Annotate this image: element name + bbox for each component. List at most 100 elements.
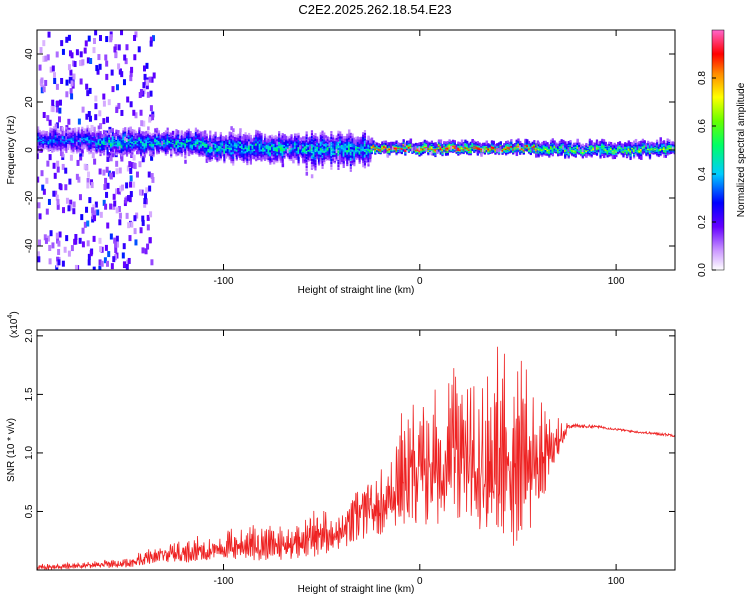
spectrogram-cell: [340, 133, 344, 137]
spectrogram-cell: [152, 154, 155, 158]
spectrogram-cell: [346, 152, 349, 155]
spectrogram-cell: [65, 235, 69, 242]
spectrogram-cell: [360, 141, 363, 145]
spectrogram-cell: [102, 145, 106, 149]
spectrogram-cell: [355, 151, 358, 154]
spectrogram-cell: [217, 136, 221, 140]
spectrogram-cell: [74, 144, 77, 147]
spectrogram-cell: [166, 140, 169, 144]
spectrogram-cell: [233, 149, 237, 153]
spectrogram-cell: [323, 134, 326, 138]
spectrogram-cell: [65, 150, 68, 154]
spectrogram-cell: [237, 143, 240, 147]
spectrogram-cell: [141, 143, 145, 147]
spectrogram-cell: [217, 148, 221, 151]
spectrogram-cell: [97, 136, 100, 139]
spectrogram-cell: [214, 149, 217, 152]
spectrogram-cell: [44, 130, 47, 134]
spectrogram-cell: [196, 131, 199, 134]
spectrogram-cell: [58, 231, 62, 238]
spectrogram-cell: [283, 134, 286, 139]
spectrogram-cell: [120, 152, 123, 155]
spectrogram-cell: [365, 150, 368, 154]
spectrogram-cell: [90, 151, 93, 154]
spectrogram-cell: [228, 155, 231, 158]
spectrogram-cell: [95, 132, 99, 137]
spectrogram-cell: [340, 150, 344, 154]
spectrogram-cell: [93, 140, 96, 143]
spectrogram-cell: [323, 157, 326, 160]
spectrogram-cell: [117, 142, 120, 146]
spectrogram-cell: [360, 152, 363, 156]
spectrogram-cell: [492, 140, 495, 144]
spectrogram-cell: [299, 137, 302, 140]
spectrogram-cell: [90, 148, 93, 151]
spectrogram-cell: [270, 136, 274, 139]
spectrogram-cell: [459, 142, 462, 145]
spectrogram-cell: [210, 147, 214, 151]
spectrogram-cell: [54, 148, 57, 152]
spectrogram-cell: [120, 147, 123, 151]
spectrogram-cell: [59, 145, 63, 149]
spectrogram-cell: [529, 143, 532, 146]
spectrogram-cell: [347, 133, 351, 136]
spectrogram-cell: [370, 140, 373, 144]
spectrogram-cell: [339, 152, 342, 155]
spectrogram-cell: [244, 132, 247, 135]
spectrogram-cell: [323, 145, 326, 149]
spectrogram-cell: [310, 147, 314, 150]
spectrogram-cell: [111, 146, 114, 149]
spectrogram-cell: [239, 149, 242, 153]
spectrogram-cell: [143, 135, 146, 138]
spectrogram-cell: [118, 139, 122, 143]
spectrogram-cell: [210, 135, 214, 139]
spectrogram-cell: [200, 140, 203, 143]
spectrogram-cell: [332, 148, 335, 152]
spectrogram-cell: [143, 149, 146, 153]
spectrogram-cell: [333, 160, 337, 164]
spectrogram-cell: [88, 131, 91, 135]
spectrogram-cell: [77, 128, 80, 132]
spectrogram-cell: [283, 142, 286, 145]
spectrogram-cell: [346, 140, 349, 144]
spectrogram-cell: [209, 141, 212, 146]
spectrogram-cell: [130, 221, 134, 228]
spectrogram-cell: [248, 136, 251, 140]
spectrogram-cell: [131, 128, 134, 132]
spectrogram-cell: [59, 141, 63, 145]
spectrogram-cell: [328, 142, 332, 147]
spectrogram-cell: [303, 141, 306, 145]
spectrogram-cell: [65, 128, 68, 132]
spectrogram-cell: [152, 144, 155, 148]
spectrogram-cell: [270, 145, 274, 149]
spectrogram-cell: [138, 140, 141, 143]
spectrogram-cell: [290, 156, 293, 160]
spectrogram-cell: [302, 153, 305, 156]
spectrogram-cell: [88, 146, 91, 149]
spectrogram-cell: [117, 150, 120, 154]
spectrogram-cell: [342, 136, 345, 139]
spectrogram-cell: [290, 136, 293, 139]
spectrogram-cell: [290, 141, 293, 145]
spectrogram-cell: [91, 207, 95, 214]
spectrogram-cell: [75, 133, 79, 136]
spectrogram-cell: [129, 132, 132, 135]
spectrogram-cell: [339, 150, 342, 153]
spectrogram-cell: [360, 136, 363, 140]
spectrogram-cell: [134, 112, 138, 119]
spectrogram-cell: [365, 147, 368, 151]
spectrogram-cell: [369, 146, 372, 150]
spectrogram-cell: [358, 157, 361, 161]
spectrogram-cell: [54, 143, 57, 146]
spectrogram-cell: [340, 138, 344, 141]
spectrogram-cell: [138, 145, 141, 149]
spectrogram-cell: [324, 137, 328, 140]
spectrogram-cell: [118, 151, 122, 155]
spectrogram-cell: [270, 151, 274, 155]
spectrogram-cell: [216, 136, 219, 140]
spectrogram-cell: [249, 139, 252, 142]
spectrogram-cell: [118, 148, 122, 152]
spectrogram-cell: [205, 143, 208, 146]
spectrogram-cell: [362, 132, 365, 135]
spectrogram-cell: [67, 141, 70, 145]
